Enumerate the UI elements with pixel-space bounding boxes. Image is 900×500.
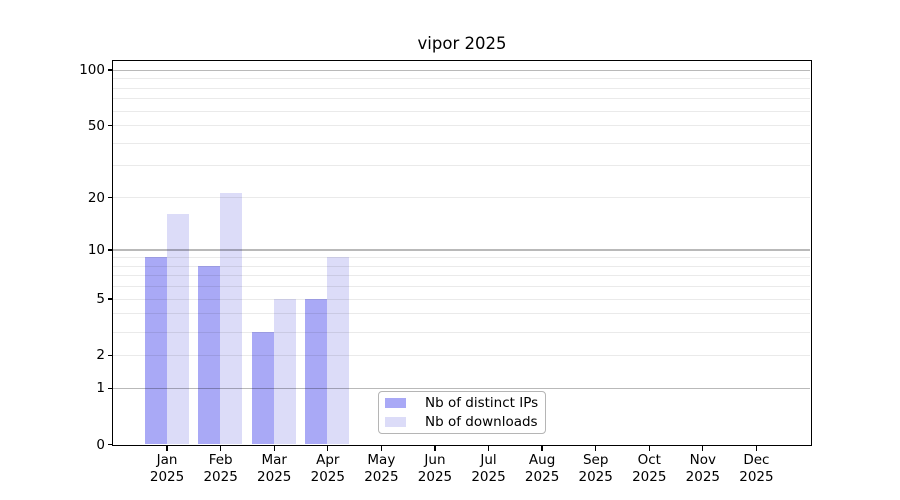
y-tick-label-5: 5 <box>96 291 105 308</box>
x-tick-label-feb: Feb 2025 <box>203 452 238 485</box>
legend: Nb of distinct IPs Nb of downloads <box>378 391 546 434</box>
y-tick-mark-0 <box>108 443 113 446</box>
minor-gridline-30 <box>113 165 810 167</box>
x-tick-label-nov: Nov 2025 <box>685 452 721 485</box>
x-tick-mark-mar <box>273 446 275 451</box>
y-tick-label-10: 10 <box>87 241 105 258</box>
y-tick-label-100: 100 <box>79 62 105 79</box>
bar-downloads-jan <box>166 214 189 444</box>
x-tick-mark-jul <box>487 446 490 451</box>
x-tick-label-jan: Jan 2025 <box>149 452 185 485</box>
legend-entry-distinct-ips: Nb of distinct IPs <box>385 395 545 411</box>
minor-gridline-90 <box>113 78 810 80</box>
x-tick-label-dec: Dec 2025 <box>739 452 774 485</box>
x-tick-mark-jun <box>434 446 436 451</box>
y-tick-label-50: 50 <box>87 117 105 134</box>
gridlines-layer <box>113 61 810 445</box>
minor-gridline-50 <box>113 125 810 127</box>
chart-title: vipor 2025 <box>417 34 507 53</box>
y-tick-mark-10 <box>108 249 113 251</box>
minor-gridline-7 <box>113 275 810 277</box>
x-tick-label-jul: Jul 2025 <box>471 452 506 485</box>
y-tick-mark-5 <box>108 298 113 300</box>
y-tick-label-2: 2 <box>96 347 105 364</box>
bar-distinct-ips-jan <box>144 257 167 444</box>
minor-gridline-70 <box>113 98 810 100</box>
minor-gridline-6 <box>113 286 810 288</box>
x-tick-mark-sep <box>595 446 597 451</box>
x-tick-label-jun: Jun 2025 <box>417 452 453 485</box>
x-tick-mark-may <box>380 446 383 451</box>
bars-layer <box>113 61 810 444</box>
x-tick-label-apr: Apr 2025 <box>310 452 345 485</box>
x-tick-mark-nov <box>702 446 704 451</box>
y-tick-mark-50 <box>108 124 113 127</box>
y-tick-label-1: 1 <box>96 380 105 397</box>
x-tick-mark-dec <box>755 446 758 451</box>
y-tick-mark-1 <box>108 387 113 389</box>
x-tick-mark-aug <box>541 446 543 451</box>
x-tick-mark-jan <box>166 446 168 451</box>
minor-gridline-5 <box>113 298 810 300</box>
legend-swatch-downloads <box>385 417 406 427</box>
y-tick-mark-20 <box>108 196 113 199</box>
major-gridline-1 <box>113 387 810 390</box>
y-tick-mark-2 <box>108 354 113 357</box>
minor-gridline-3 <box>113 331 810 333</box>
legend-entry-downloads: Nb of downloads <box>385 414 545 430</box>
bar-downloads-apr <box>327 257 350 444</box>
x-tick-label-sep: Sep 2025 <box>578 452 613 485</box>
bar-distinct-ips-apr <box>305 298 328 444</box>
plot-area <box>112 59 812 446</box>
legend-label-downloads: Nb of downloads <box>425 414 538 430</box>
major-gridline-100 <box>113 69 810 71</box>
legend-label-distinct-ips: Nb of distinct IPs <box>425 395 539 411</box>
minor-gridline-60 <box>113 110 810 112</box>
bar-downloads-feb <box>220 193 243 444</box>
x-tick-mark-feb <box>220 446 222 451</box>
bar-downloads-mar <box>273 298 296 444</box>
x-tick-mark-apr <box>327 446 329 451</box>
x-tick-mark-oct <box>648 446 650 451</box>
y-tick-label-20: 20 <box>87 189 105 206</box>
minor-gridline-9 <box>113 257 810 259</box>
y-tick-mark-100 <box>108 69 113 71</box>
x-tick-label-aug: Aug 2025 <box>524 452 560 485</box>
x-tick-label-may: May 2025 <box>364 452 399 485</box>
x-tick-label-oct: Oct 2025 <box>632 452 667 485</box>
minor-gridline-80 <box>113 87 810 89</box>
legend-swatch-distinct-ips <box>385 398 406 408</box>
y-tick-label-0: 0 <box>96 436 105 453</box>
x-tick-label-mar: Mar 2025 <box>257 452 292 485</box>
minor-gridline-40 <box>113 142 810 144</box>
minor-gridline-20 <box>113 197 810 199</box>
minor-gridline-8 <box>113 265 810 267</box>
major-gridline-10 <box>113 249 810 251</box>
minor-gridline-4 <box>113 313 810 315</box>
minor-gridline-2 <box>113 354 810 356</box>
